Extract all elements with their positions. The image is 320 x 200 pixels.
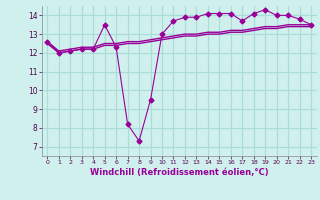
X-axis label: Windchill (Refroidissement éolien,°C): Windchill (Refroidissement éolien,°C) [90,168,268,177]
